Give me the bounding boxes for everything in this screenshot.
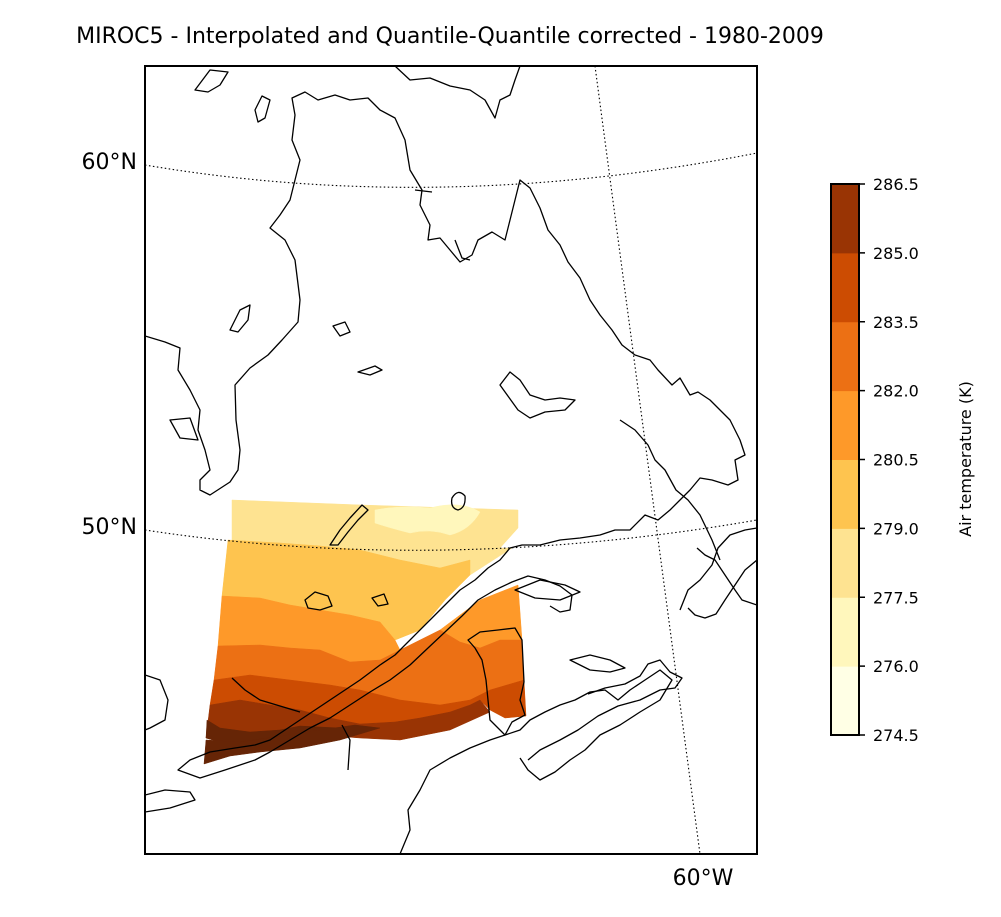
small-lake-4	[371, 593, 389, 607]
colorbar-tick-label: 274.5	[873, 726, 919, 745]
colorbar-segment	[831, 390, 859, 460]
colorbar-tick-label: 276.0	[873, 657, 919, 676]
newfoundland-north	[696, 547, 757, 606]
colorbar-tick-label: 286.5	[873, 175, 919, 194]
lake-st-jean	[304, 591, 333, 611]
small-lake-3	[169, 417, 199, 441]
colorbar-segment	[831, 459, 859, 529]
colorbar-segment	[831, 528, 859, 598]
colorbar-segment	[831, 597, 859, 667]
ungava-coast	[414, 189, 471, 261]
colorbar-tick-label: 282.0	[873, 382, 919, 401]
labrador-coast	[619, 419, 721, 561]
temperature-field	[203, 499, 527, 765]
manicouagan-reservoir	[450, 491, 466, 511]
gridline-50N	[145, 519, 757, 551]
lake-mistassini	[329, 504, 369, 546]
nova-scotia-coast	[527, 659, 683, 761]
chart-title: MIROC5 - Interpolated and Quantile-Quant…	[76, 24, 824, 49]
small-lake-1	[229, 304, 251, 333]
coastlines	[145, 66, 757, 854]
lat-label-60n: 60°N	[82, 150, 137, 175]
field-band-276	[374, 504, 481, 536]
northern-islands	[194, 66, 521, 123]
caniapiscau-reservoir	[499, 371, 576, 419]
colorbar: 274.5 276.0 277.5 279.0 280.5 282.0 283.5 285.0…	[830, 175, 919, 745]
small-lake-2	[332, 321, 383, 376]
maritimes-coast	[399, 669, 673, 854]
graticule	[145, 66, 757, 854]
colorbar-tick-label: 280.5	[873, 451, 919, 470]
colorbar-label: Air temperature (K)	[956, 381, 975, 537]
colorbar-segment	[831, 321, 859, 392]
newfoundland-coast	[679, 527, 757, 619]
great-lakes	[145, 789, 196, 813]
map-area	[145, 66, 757, 854]
anticosti-island	[514, 579, 581, 601]
colorbar-segment	[831, 252, 859, 323]
gaspe-south-coast	[467, 627, 526, 736]
colorbar-tick-label: 283.5	[873, 313, 919, 332]
colorbar-tick-label: 279.0	[873, 519, 919, 538]
map-frame	[144, 65, 758, 855]
colorbar-tick-label: 277.5	[873, 588, 919, 607]
colorbar-segment	[831, 666, 859, 736]
lat-label-50n: 50°N	[82, 515, 137, 540]
colorbar-tick-label: 285.0	[873, 244, 919, 263]
ontario-coast	[145, 674, 169, 731]
ottawa-river	[231, 677, 351, 771]
lon-label-60w: 60°W	[673, 866, 734, 891]
colorbar-segment	[831, 184, 859, 254]
hudson-bay-east-coast	[145, 91, 746, 779]
gridline-60W	[594, 66, 701, 854]
pei-island	[569, 654, 626, 673]
